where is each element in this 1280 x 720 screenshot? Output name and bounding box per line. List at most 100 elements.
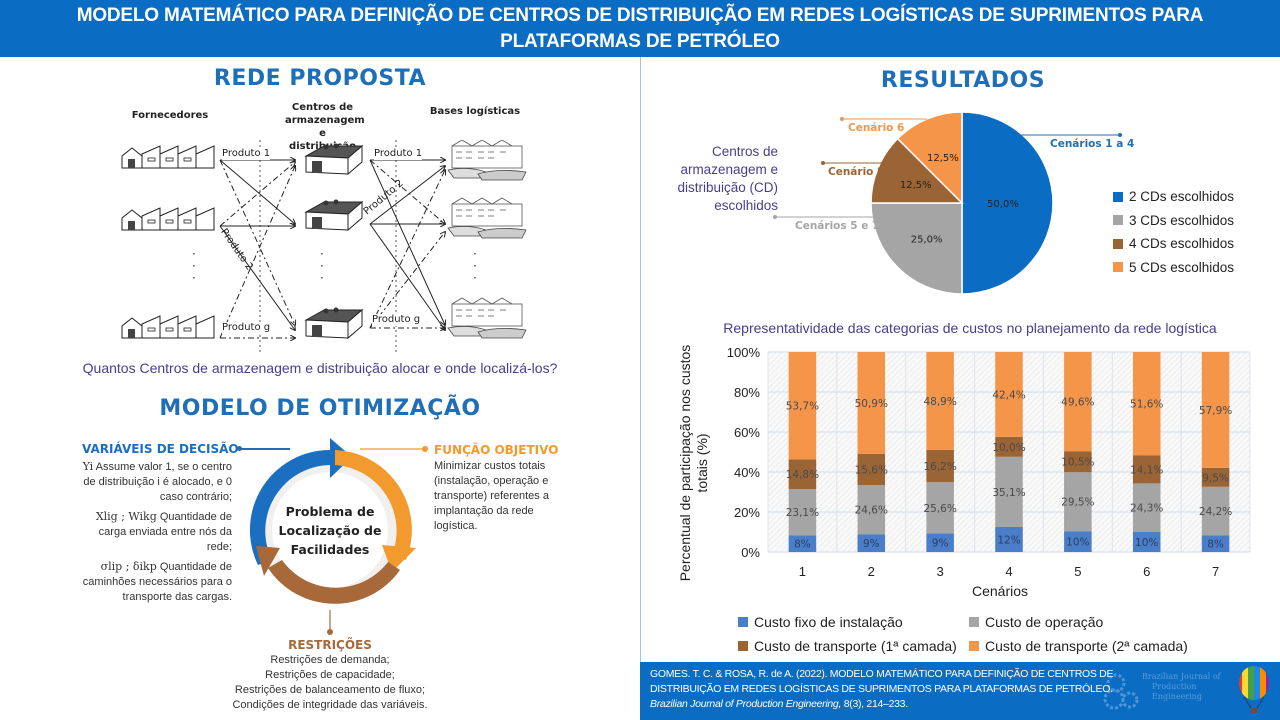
pie-chart: 50,0% Cenários 1 a 4 25,0% Cenários 5 e 7 12… bbox=[773, 111, 1134, 295]
bar-data-label: 23,1% bbox=[786, 507, 819, 519]
constraint-item: Restrições de demanda; bbox=[270, 654, 390, 666]
pie-data-label: 12,5% bbox=[927, 153, 959, 164]
bar-data-label: 51,6% bbox=[1130, 399, 1163, 411]
bar-segment-3-scenario-2 bbox=[857, 453, 886, 485]
stacked-bar-chart: 0%20%40%60%80%100%8%23,1%14,8%53,7%19%24… bbox=[727, 345, 1251, 579]
x-tick-label: 3 bbox=[937, 564, 944, 579]
pie-legend-item: 3 CDs escolhidos bbox=[1113, 209, 1234, 233]
pie-slice-1 bbox=[961, 111, 1054, 295]
logo-text-1: Brazilian Journal of bbox=[1142, 672, 1221, 681]
y-tick-label: 20% bbox=[734, 505, 760, 520]
x-tick-label: 4 bbox=[1005, 564, 1012, 579]
bar-segment-1-scenario-7 bbox=[1201, 535, 1230, 552]
bar-y-axis-label: Percentual de participação nos custos to… bbox=[669, 340, 719, 585]
pie-callout-label: Cenários 1 a 4 bbox=[1050, 138, 1134, 150]
hot-air-balloon-icon bbox=[1239, 666, 1269, 713]
bar-data-label: 57,9% bbox=[1199, 405, 1232, 417]
x-tick-label: 7 bbox=[1212, 564, 1219, 579]
network-question: Quantos Centros de armazenagem e distrib… bbox=[82, 360, 558, 376]
pie-legend-item: 5 CDs escolhidos bbox=[1113, 256, 1234, 280]
svg-text:·: · bbox=[192, 247, 196, 261]
var-symbol: Yi bbox=[82, 460, 94, 473]
supplier-icon-1 bbox=[121, 145, 215, 169]
legend-label: 4 CDs escolhidos bbox=[1129, 236, 1235, 252]
bar-segment-1-scenario-6 bbox=[1132, 532, 1161, 552]
bar-legend-item: Custo fixo de instalação bbox=[738, 612, 969, 631]
pie-data-label: 50,0% bbox=[987, 199, 1019, 210]
y-axis-label-text: Percentual de participação nos custos to… bbox=[677, 344, 710, 581]
col-suppliers-label: Fornecedores bbox=[131, 110, 209, 121]
pie-slice-2 bbox=[870, 202, 963, 295]
network-title: REDE PROPOSTA bbox=[213, 66, 427, 91]
bar-data-label: 53,7% bbox=[786, 401, 819, 413]
svg-text:·: · bbox=[192, 271, 196, 285]
network-diagram: ··· ··· ··· bbox=[121, 140, 527, 355]
var-text: Quantidade de carga enviada entre nós da… bbox=[98, 511, 232, 553]
legend-swatch bbox=[1113, 262, 1123, 273]
bar-segment-3-scenario-4 bbox=[995, 436, 1023, 457]
svg-text:·: · bbox=[192, 259, 196, 273]
decision-vars-list: Yi Assume valor 1, se o centro de distri… bbox=[80, 459, 232, 609]
bar-data-label: 15,6% bbox=[855, 464, 888, 476]
pie-data-label: 25,0% bbox=[911, 234, 943, 245]
legend-label: Custo de transporte (1ª camada) bbox=[754, 637, 957, 654]
decision-var-x-w: Xlig ; Wikg Quantidade de carga enviada … bbox=[80, 509, 232, 555]
bar-data-label: 10,5% bbox=[1061, 457, 1094, 469]
y-tick-label: 40% bbox=[734, 465, 760, 480]
bar-segment-1-scenario-5 bbox=[1064, 531, 1092, 552]
bar-data-label: 14,1% bbox=[1130, 464, 1163, 476]
legend-swatch bbox=[969, 640, 979, 651]
bar-data-label: 25,6% bbox=[923, 503, 956, 515]
logo-text-2: Production Engineering bbox=[1152, 682, 1202, 701]
port-icon-1 bbox=[447, 140, 527, 181]
bar-data-label: 12% bbox=[997, 535, 1020, 547]
citation-line-2: DISTRIBUIÇÃO EM REDES LOGÍSTICAS DE SUPR… bbox=[650, 683, 1113, 695]
bar-data-label: 10,0% bbox=[992, 442, 1025, 454]
bar-data-label: 14,8% bbox=[786, 469, 819, 481]
var-symbol: Xlig ; Wikg bbox=[95, 510, 157, 523]
decision-var-sigma-delta: σlip ; δikp Quantidade de caminhões nece… bbox=[80, 559, 232, 605]
legend-swatch bbox=[738, 640, 748, 651]
dc-icon-g bbox=[305, 307, 363, 339]
bar-data-label: 10% bbox=[1066, 537, 1089, 549]
svg-text:·: · bbox=[320, 247, 324, 261]
var-symbol: σlip ; δikp bbox=[100, 560, 157, 573]
svg-text:·: · bbox=[473, 247, 477, 261]
bar-legend-item: Custo de operação bbox=[969, 612, 1209, 631]
legend-swatch bbox=[969, 616, 979, 627]
port-icon-g bbox=[447, 297, 527, 339]
bar-data-label: 8% bbox=[1207, 539, 1224, 551]
bar-data-label: 24,6% bbox=[855, 505, 888, 517]
pie-callout-dot bbox=[773, 215, 777, 219]
journal-logo: Brazilian Journal of Production Engineer… bbox=[1102, 670, 1232, 710]
bar-segment-3-scenario-1 bbox=[788, 459, 817, 489]
pie-slice-3 bbox=[870, 137, 964, 204]
bar-segment-4-scenario-7 bbox=[1201, 352, 1230, 468]
product-1-label-stage1: Produto 1 bbox=[222, 148, 271, 160]
pie-legend-item: 4 CDs escolhidos bbox=[1113, 232, 1234, 256]
constraints-heading: RESTRIÇÕES bbox=[288, 638, 372, 652]
bar-x-axis-label: Cenários bbox=[971, 583, 1029, 599]
citation-line-1: GOMES. T. C. & ROSA, R. de A. (2022). MO… bbox=[650, 668, 1114, 680]
bar-segment-2-scenario-6 bbox=[1132, 483, 1161, 532]
bar-segment-1-scenario-2 bbox=[857, 534, 886, 552]
legend-label: Custo de transporte (2ª camada) bbox=[985, 637, 1188, 654]
pie-callout-dot bbox=[1118, 133, 1122, 137]
bar-segment-4-scenario-5 bbox=[1064, 352, 1092, 452]
bar-segment-2-scenario-4 bbox=[995, 456, 1023, 527]
bar-segment-1-scenario-4 bbox=[995, 527, 1023, 552]
bar-segment-4-scenario-1 bbox=[788, 352, 817, 460]
pie-callout-label: Cenários 5 e 7 bbox=[795, 220, 879, 232]
pie-slice-4 bbox=[896, 111, 963, 205]
legend-label: 3 CDs escolhidos bbox=[1129, 212, 1235, 228]
bar-data-label: 48,9% bbox=[923, 396, 956, 408]
bar-data-label: 29,5% bbox=[1061, 497, 1094, 509]
bar-data-label: 9,5% bbox=[1202, 472, 1229, 484]
bar-segment-4-scenario-6 bbox=[1132, 352, 1161, 456]
constraint-item: Restrições de balanceamento de fluxo; bbox=[234, 684, 426, 696]
pie-side-label: Centros de armazenagem e distribuição (C… bbox=[677, 144, 778, 213]
dc-icon-2 bbox=[305, 199, 363, 231]
legend-swatch bbox=[1113, 238, 1123, 249]
bar-segment-3-scenario-3 bbox=[926, 449, 954, 483]
svg-text:·: · bbox=[473, 271, 477, 285]
